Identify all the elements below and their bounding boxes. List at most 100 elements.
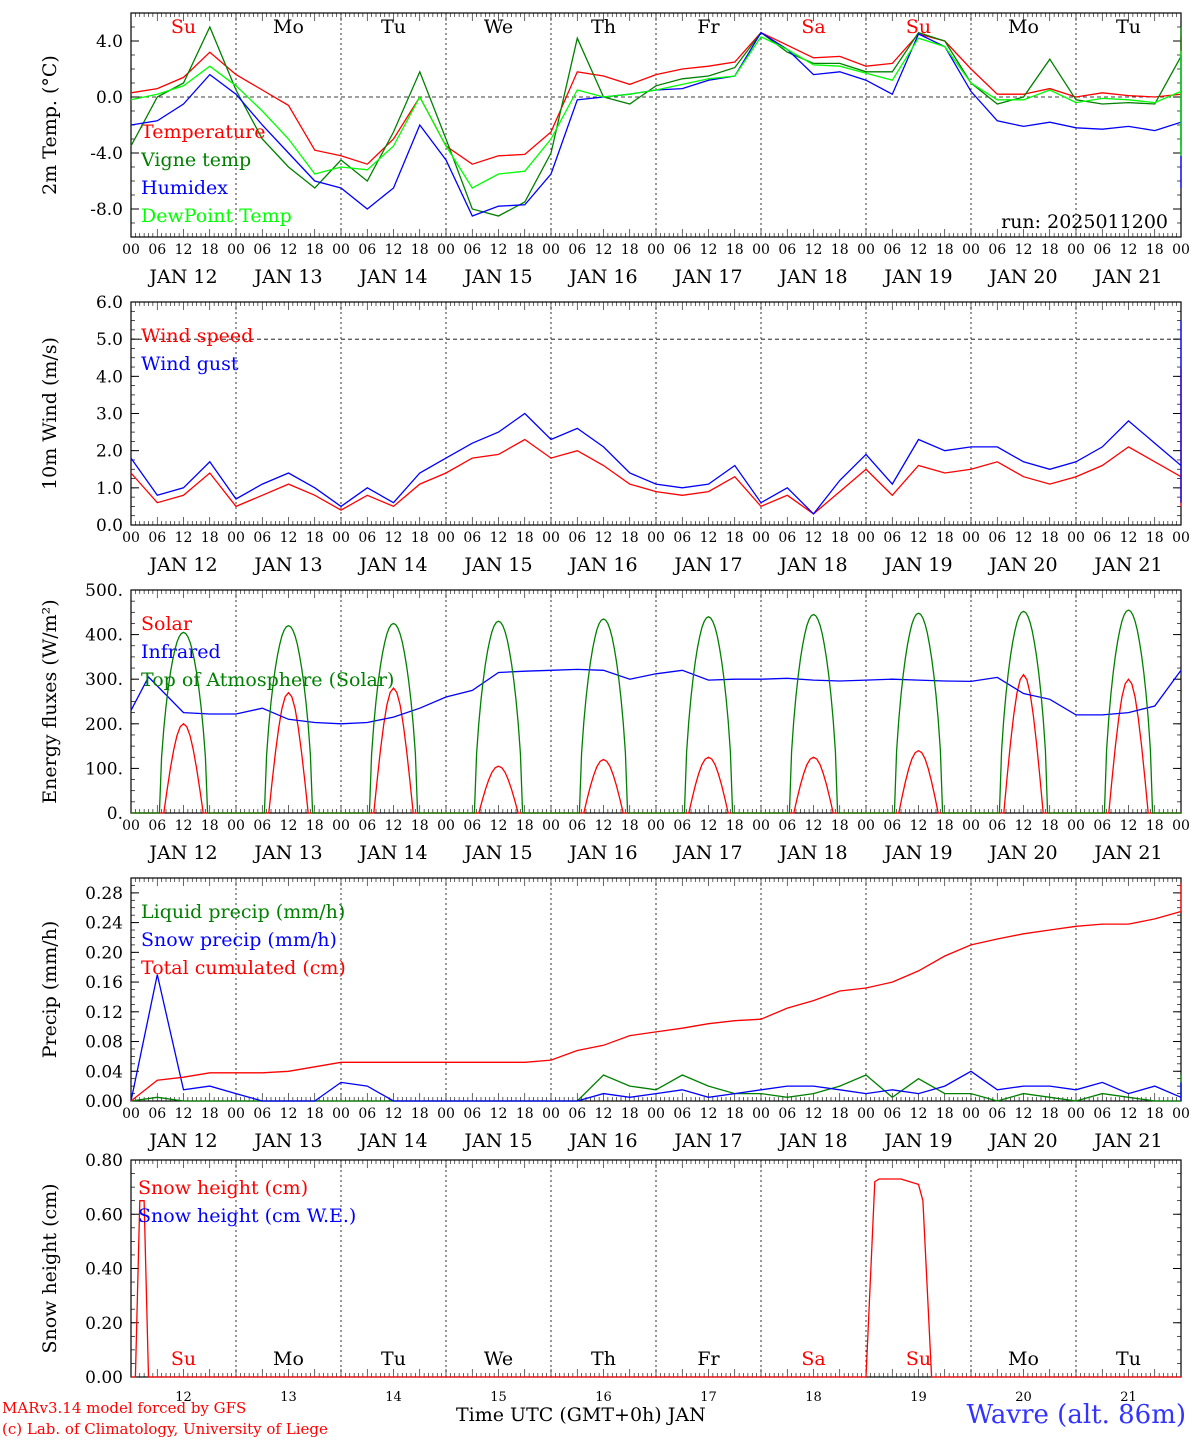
x-hour-label: 18 <box>726 1106 744 1122</box>
x-hour-label: 12 <box>700 242 718 258</box>
x-date-label: JAN 17 <box>672 1130 742 1152</box>
y-tick-label: 200. <box>85 715 123 735</box>
x-hour-label: 06 <box>568 818 586 834</box>
day-number-label: 13 <box>280 1390 297 1405</box>
x-hour-label: 06 <box>463 530 481 546</box>
x-date-label: JAN 16 <box>567 1130 637 1152</box>
x-hour-label: 18 <box>726 530 744 546</box>
x-hour-label: 12 <box>1120 1106 1138 1122</box>
series-line-vigne-temp <box>130 25 1182 217</box>
y-tick-label: 5.0 <box>96 330 123 350</box>
model-credit-line: MARv3.14 model forced by GFS <box>2 1399 247 1417</box>
x-date-label: JAN 19 <box>882 554 952 576</box>
x-hour-label: 00 <box>752 1106 770 1122</box>
x-hour-label: 18 <box>726 242 744 258</box>
x-hour-label: 12 <box>385 242 403 258</box>
x-hour-label: 00 <box>857 530 875 546</box>
x-hour-label: 18 <box>1146 1106 1164 1122</box>
x-date-label: JAN 21 <box>1092 266 1162 288</box>
x-hour-label: 00 <box>332 530 350 546</box>
x-hour-label: 06 <box>1093 818 1111 834</box>
weekday-label: Th <box>591 1348 616 1370</box>
x-hour-label: 18 <box>831 530 849 546</box>
weekday-label: Tu <box>1116 16 1141 38</box>
x-hour-label: 00 <box>542 818 560 834</box>
x-hour-label: 18 <box>831 1106 849 1122</box>
run-label: run: 2025011200 <box>1001 211 1168 233</box>
weekday-label: We <box>484 1348 513 1370</box>
x-hour-label: 12 <box>805 818 823 834</box>
legend-entry: Top of Atmosphere (Solar) <box>141 669 394 691</box>
x-hour-label: 18 <box>621 1106 639 1122</box>
x-hour-label: 06 <box>358 530 376 546</box>
x-hour-label: 18 <box>411 818 429 834</box>
x-date-label: JAN 15 <box>462 266 532 288</box>
weekday-label: Tu <box>1116 1348 1141 1370</box>
x-hour-label: 06 <box>673 242 691 258</box>
x-hour-label: 18 <box>621 530 639 546</box>
day-number-label: 12 <box>175 1390 192 1405</box>
x-hour-label: 00 <box>1172 242 1190 258</box>
legend-entry: Humidex <box>141 177 228 199</box>
x-date-label: JAN 12 <box>147 1130 217 1152</box>
x-hour-label: 00 <box>332 1106 350 1122</box>
x-hour-label: 18 <box>726 818 744 834</box>
x-hour-label: 00 <box>227 530 245 546</box>
day-number-label: 15 <box>490 1390 507 1405</box>
x-date-label: JAN 14 <box>357 266 427 288</box>
x-hour-label: 18 <box>516 818 534 834</box>
series-line-infrared <box>130 668 1182 725</box>
x-date-label: JAN 17 <box>672 842 742 864</box>
weekday-label: Sa <box>801 16 825 38</box>
x-hour-label: 06 <box>988 530 1006 546</box>
y-tick-label: 6.0 <box>96 293 123 313</box>
x-hour-label: 06 <box>148 818 166 834</box>
legend-entry: Wind speed <box>141 325 253 347</box>
x-hour-label: 12 <box>910 818 928 834</box>
series-line-total-cumulated-cm- <box>130 883 1182 1102</box>
x-hour-label: 00 <box>437 530 455 546</box>
x-date-label: JAN 13 <box>252 1130 322 1152</box>
legend-entry: Snow precip (mm/h) <box>141 929 337 951</box>
y-tick-label: 100. <box>85 759 123 779</box>
y-tick-label: 0.16 <box>85 973 123 993</box>
x-hour-label: 12 <box>1120 530 1138 546</box>
x-hour-label: 18 <box>306 1106 324 1122</box>
legend-entry: Total cumulated (cm) <box>141 957 346 979</box>
x-hour-label: 18 <box>1146 818 1164 834</box>
x-date-label: JAN 18 <box>777 1130 847 1152</box>
x-hour-label: 18 <box>1041 818 1059 834</box>
x-hour-label: 06 <box>778 530 796 546</box>
x-date-label: JAN 19 <box>882 842 952 864</box>
day-number-label: 19 <box>910 1390 927 1405</box>
x-hour-label: 18 <box>936 818 954 834</box>
day-number-label: 21 <box>1120 1390 1137 1405</box>
x-hour-label: 18 <box>306 818 324 834</box>
weekday-label: Fr <box>697 16 720 38</box>
day-number-label: 16 <box>595 1390 612 1405</box>
x-hour-label: 06 <box>1093 1106 1111 1122</box>
x-hour-label: 12 <box>280 530 298 546</box>
x-hour-label: 00 <box>332 242 350 258</box>
x-date-label: JAN 19 <box>882 1130 952 1152</box>
x-hour-label: 18 <box>936 530 954 546</box>
x-hour-label: 00 <box>542 242 560 258</box>
x-hour-label: 12 <box>490 242 508 258</box>
x-hour-label: 12 <box>805 242 823 258</box>
x-date-label: JAN 12 <box>147 266 217 288</box>
x-hour-label: 12 <box>805 530 823 546</box>
y-tick-label: 0.40 <box>85 1260 123 1280</box>
x-hour-label: 18 <box>831 818 849 834</box>
x-hour-label: 18 <box>306 530 324 546</box>
x-hour-label: 06 <box>1093 242 1111 258</box>
x-date-label: JAN 15 <box>462 842 532 864</box>
x-hour-label: 12 <box>1015 1106 1033 1122</box>
legend-entry: Infrared <box>141 641 221 663</box>
y-tick-label: -4.0 <box>90 144 123 164</box>
y-tick-label: 400. <box>85 626 123 646</box>
y-axis-title: 2m Temp. (°C) <box>39 55 61 195</box>
weekday-label: Tu <box>381 1348 406 1370</box>
x-hour-label: 00 <box>122 242 140 258</box>
x-hour-label: 18 <box>516 242 534 258</box>
